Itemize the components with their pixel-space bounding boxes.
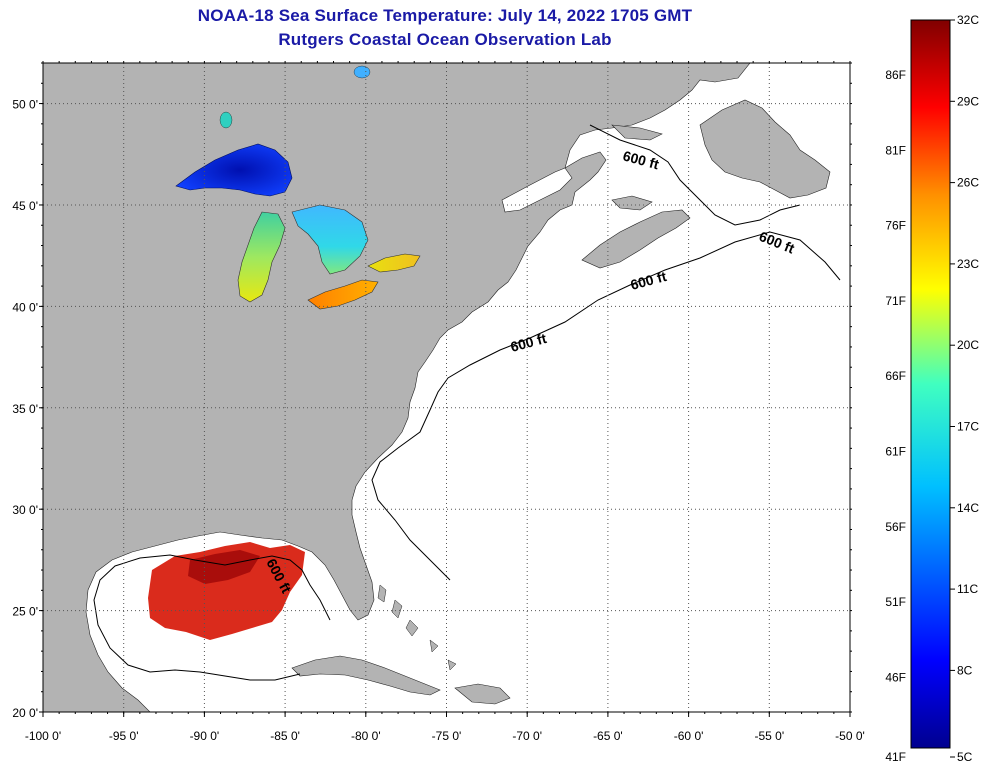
colorbar-f-label: 56F [885,520,906,534]
colorbar-f-label: 71F [885,294,906,308]
land-pei [611,195,653,211]
colorbar-f-label: 41F [885,750,906,764]
lon-tick-label: -95 0' [109,729,139,743]
colorbar-c-label: 29C [957,94,979,108]
colorbar-c-label: 26C [957,176,979,190]
lake-ontario [367,253,421,273]
lon-tick-label: -60 0' [674,729,704,743]
colorbar-f-label: 46F [885,670,906,684]
lon-tick-label: -100 0' [25,729,61,743]
contour-600ft-gulf [93,554,331,681]
land-newfoundland [699,99,831,199]
colorbar-f-label: 81F [885,143,906,157]
lon-tick-label: -65 0' [593,729,623,743]
northern-water [353,65,371,79]
land-nova-scotia [581,209,691,269]
lake-superior [175,143,293,197]
lon-tick-label: -80 0' [351,729,381,743]
lat-tick-label: 20 0' [12,706,38,720]
colorbar-c-label: 17C [957,420,979,434]
lon-tick-label: -75 0' [432,729,462,743]
land-bahamas [377,584,457,671]
lon-tick-label: -50 0' [835,729,865,743]
lat-tick-label: 45 0' [12,199,38,213]
st-lawrence-estuary [501,167,573,213]
colorbar-c-label: 11C [957,582,978,596]
lat-tick-label: 30 0' [12,503,38,517]
colorbar-c-label: 32C [957,13,979,27]
latitude-ticks: 50 0' 45 0' 40 0' 35 0' 30 0' 25 0' 20 0' [12,62,852,720]
colorbar-c-label: 23C [957,257,979,271]
land-anticosti [611,124,663,141]
land-north-america [43,63,751,712]
colorbar [910,19,951,749]
lake-huron [291,204,369,275]
longitude-ticks: -100 0' -95 0' -90 0' -85 0' -80 0' -75 0' -70… [25,61,865,743]
lon-tick-label: -85 0' [270,729,300,743]
colorbar-c-label: 5C [957,750,973,764]
colorbar-celsius-labels: 32C 29C 26C 23C 20C 17C 14C 11C 8C 5C [950,13,979,764]
lake-erie [307,279,379,310]
lat-tick-label: 35 0' [12,402,38,416]
lat-tick-label: 50 0' [12,98,38,112]
lake-michigan [237,211,286,303]
lake-nipigon [219,111,233,129]
lat-tick-label: 25 0' [12,605,38,619]
map-title: NOAA-18 Sea Surface Temperature: July 14… [197,6,693,25]
graticule [43,63,850,712]
contour-600ft-laurentian [589,124,801,226]
colorbar-fahrenheit-labels: 86F 81F 76F 71F 66F 61F 56F 51F 46F 41F [885,68,906,764]
colorbar-f-label: 86F [885,68,906,82]
colorbar-c-label: 20C [957,338,979,352]
gulf-sst-warm [188,550,260,584]
lon-tick-label: -55 0' [754,729,784,743]
colorbar-f-label: 66F [885,369,906,383]
colorbar-f-label: 51F [885,595,906,609]
colorbar-c-label: 8C [957,663,973,677]
lat-tick-label: 40 0' [12,300,38,314]
lon-tick-label: -70 0' [512,729,542,743]
map-subtitle: Rutgers Coastal Ocean Observation Lab [278,30,612,49]
colorbar-c-label: 14C [957,501,979,515]
contour-600ft-atlantic [371,231,841,581]
lon-tick-label: -90 0' [190,729,220,743]
colorbar-f-label: 76F [885,219,906,233]
land-hispaniola [454,683,511,705]
gulf-sst-patch [148,542,305,640]
colorbar-f-label: 61F [885,445,906,459]
